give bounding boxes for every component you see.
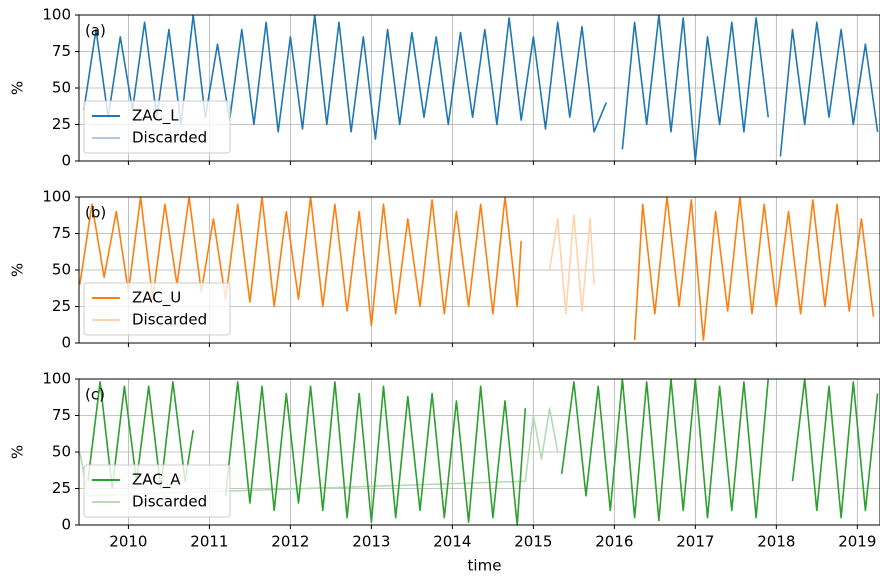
- legend-box: [83, 282, 231, 336]
- legend-box: [83, 100, 231, 154]
- x-tick-label: 2014: [433, 533, 471, 551]
- y-tick-label: 75: [52, 224, 71, 242]
- y-tick-label: 100: [42, 188, 71, 206]
- y-tick-label: 0: [61, 334, 71, 352]
- x-tick-label: 2013: [352, 533, 390, 551]
- y-tick-label: 100: [42, 370, 71, 388]
- x-tick-label: 2015: [514, 533, 552, 551]
- y-tick-label: 50: [52, 443, 71, 461]
- legend-box: [83, 464, 231, 518]
- y-tick-label: 100: [42, 6, 71, 24]
- y-tick-label: 50: [52, 261, 71, 279]
- legend-label: Discarded: [132, 311, 207, 329]
- x-axis-label: time: [468, 557, 502, 575]
- legend-label: Discarded: [132, 129, 207, 147]
- legend-label: Discarded: [132, 493, 207, 511]
- y-tick-label: 75: [52, 406, 71, 424]
- panel-annotation: (b): [85, 204, 106, 222]
- x-tick-label: 2016: [595, 533, 633, 551]
- panel-annotation: (a): [85, 22, 106, 40]
- x-tick-label: 2011: [190, 533, 228, 551]
- series-line: [548, 213, 595, 315]
- x-tick-label: 2019: [838, 533, 876, 551]
- y-tick-label: 25: [52, 297, 71, 315]
- y-tick-label: 0: [61, 516, 71, 534]
- panel-annotation: (c): [85, 386, 105, 404]
- x-tick-label: 2017: [676, 533, 714, 551]
- series-line: [83, 15, 879, 161]
- y-tick-label: 50: [52, 79, 71, 97]
- legend-label: ZAC_A: [132, 471, 181, 490]
- y-axis-label: %: [9, 81, 27, 95]
- y-tick-label: 25: [52, 479, 71, 497]
- y-tick-label: 0: [61, 152, 71, 170]
- series-line: [87, 379, 879, 525]
- y-tick-label: 75: [52, 42, 71, 60]
- x-tick-label: 2012: [271, 533, 309, 551]
- x-tick-label: 2018: [757, 533, 795, 551]
- legend-label: ZAC_L: [132, 107, 179, 126]
- y-axis-label: %: [9, 445, 27, 459]
- y-axis-label: %: [9, 263, 27, 277]
- legend-label: ZAC_U: [132, 289, 181, 308]
- y-tick-label: 25: [52, 115, 71, 133]
- x-tick-label: 2010: [109, 533, 147, 551]
